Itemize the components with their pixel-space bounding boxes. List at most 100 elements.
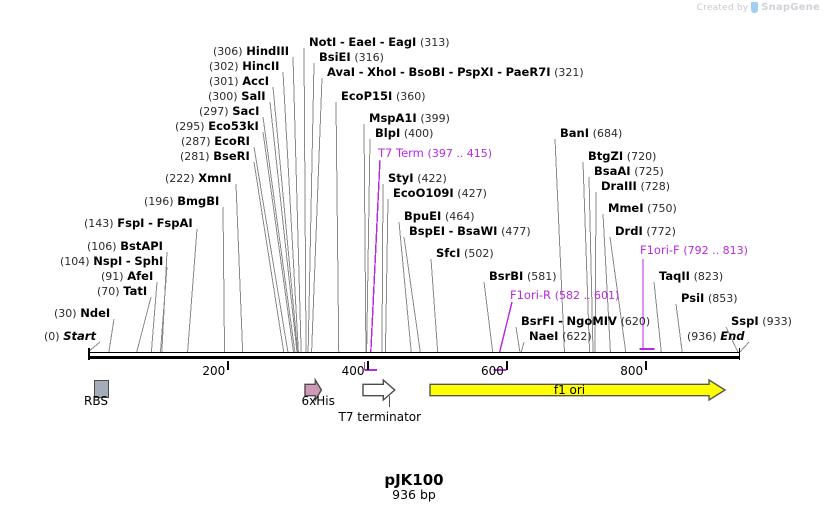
enzyme-site-label: BsiEI (316) xyxy=(319,51,384,64)
enzyme-site-label: (91) AfeI xyxy=(101,270,153,283)
ruler-tick xyxy=(227,361,230,370)
feature-6xhis[interactable] xyxy=(304,377,323,403)
site-position: (281) xyxy=(180,150,210,163)
annotation-name: T7 Term xyxy=(378,146,424,160)
site-position: (728) xyxy=(640,180,671,193)
enzyme-name: TatI xyxy=(123,284,148,298)
enzyme-name: XhoI xyxy=(367,65,397,79)
enzyme-name: BpuEI xyxy=(404,209,442,223)
enzyme-site-label: (297) SacI xyxy=(199,105,259,118)
enzyme-name: EagI xyxy=(388,35,417,49)
enzyme-name: BlpI xyxy=(375,126,401,140)
site-position: (30) xyxy=(54,307,77,320)
enzyme-name: EcoRI xyxy=(214,134,250,148)
sequence-backbone xyxy=(88,356,740,359)
snapgene-logo-icon xyxy=(751,2,759,13)
enzyme-name: SalI xyxy=(241,89,266,103)
enzyme-site-label: BlpI (400) xyxy=(375,127,433,140)
site-position: (313) xyxy=(420,36,450,49)
feature-f1-ori[interactable] xyxy=(429,378,727,403)
site-position: (422) xyxy=(417,172,447,185)
feature-t7-terminator[interactable] xyxy=(362,378,397,403)
enzyme-name: AvaI xyxy=(327,65,356,79)
ruler-tick xyxy=(505,361,508,370)
ruler-tick-label: 200 xyxy=(202,364,226,378)
enzyme-name: SphI xyxy=(134,254,164,268)
enzyme-name: MspA1I xyxy=(369,111,417,125)
enzyme-name: SspI xyxy=(731,314,759,328)
site-position: (300) xyxy=(208,90,238,103)
terminal-name: Start xyxy=(63,329,96,343)
annotation-range: (792 .. 813) xyxy=(683,244,748,257)
enzyme-site-label: BanI (684) xyxy=(560,127,622,140)
enzyme-name: PsiI xyxy=(681,291,705,305)
enzyme-site-label: BsrBI (581) xyxy=(489,270,557,283)
enzyme-name: SfcI xyxy=(436,246,461,260)
enzyme-site-label: BpuEI (464) xyxy=(404,210,475,223)
enzyme-name: NaeI xyxy=(529,329,559,343)
enzyme-name: BsoBI xyxy=(408,65,446,79)
feature-connector xyxy=(389,396,390,407)
enzyme-name: EaeI xyxy=(348,35,377,49)
site-position: (622) xyxy=(562,330,592,343)
enzyme-name: NotI xyxy=(309,35,337,49)
enzyme-site-label: BspEI - BsaWI (477) xyxy=(409,224,531,238)
enzyme-site-label: (302) HincII xyxy=(209,60,279,73)
enzyme-name: BsrBI xyxy=(489,269,524,283)
enzyme-site-label: (300) SalI xyxy=(208,90,266,103)
enzyme-site-label: BsrFI - NgoMIV (620) xyxy=(521,314,651,328)
enzyme-site-label: (287) EcoRI xyxy=(181,135,250,148)
enzyme-name: DraIII xyxy=(601,179,637,193)
site-position: (684) xyxy=(592,127,623,140)
ruler-tick xyxy=(366,361,369,370)
site-position: (725) xyxy=(634,165,664,178)
enzyme-name: BsiEI xyxy=(319,50,351,64)
enzyme-name: HindIII xyxy=(246,44,290,58)
annotation-name: F1ori-R xyxy=(510,288,552,302)
enzyme-name: BtgZI xyxy=(588,149,624,163)
ruler-tick-label: 600 xyxy=(480,364,504,378)
enzyme-site-label: BsaAI (725) xyxy=(594,165,664,178)
site-position: (772) xyxy=(646,225,676,238)
annotation-label: F1ori-F (792 .. 813) xyxy=(640,244,748,257)
enzyme-name: NgoMIV xyxy=(566,314,617,328)
enzyme-name: SacI xyxy=(232,104,260,118)
snapgene-watermark: Created by SnapGene xyxy=(697,2,820,13)
site-position: (399) xyxy=(420,112,450,125)
site-position: (287) xyxy=(181,135,211,148)
terminal-label: (0) Start xyxy=(44,330,96,343)
enzyme-site-label: DrdI (772) xyxy=(615,225,676,238)
feature-rbs[interactable] xyxy=(93,380,109,398)
enzyme-name: BmgBI xyxy=(177,194,220,208)
terminal-name: End xyxy=(720,329,745,343)
annotation-label: F1ori-R (582 .. 601) xyxy=(510,289,619,302)
enzyme-site-label: PsiI (853) xyxy=(681,292,738,305)
site-position: (502) xyxy=(464,247,494,260)
enzyme-site-label: EcoP15I (360) xyxy=(341,90,426,103)
enzyme-site-label: SfcI (502) xyxy=(436,247,494,260)
site-position: (196) xyxy=(144,195,174,208)
enzyme-site-label: (301) AccI xyxy=(209,75,269,88)
site-position: (464) xyxy=(444,210,475,223)
site-position: (316) xyxy=(354,51,384,64)
terminal-position: (936) xyxy=(687,330,717,343)
enzyme-name: TaqII xyxy=(659,269,690,283)
enzyme-site-label: AvaI - XhoI - BsoBI - PspXI - PaeR7I (32… xyxy=(327,65,584,79)
enzyme-site-label: (106) BstAPI xyxy=(87,240,163,253)
enzyme-site-label: TaqII (823) xyxy=(659,270,723,283)
site-position: (750) xyxy=(647,202,677,215)
plasmid-length: 936 bp xyxy=(392,487,436,502)
site-position: (301) xyxy=(209,75,239,88)
enzyme-name: BsaAI xyxy=(594,164,631,178)
enzyme-name: StyI xyxy=(388,171,414,185)
enzyme-name: XmnI xyxy=(198,171,232,185)
annotation-range: (582 .. 601) xyxy=(554,289,620,302)
enzyme-name: BstAPI xyxy=(120,239,163,253)
terminal-position: (0) xyxy=(44,330,60,343)
enzyme-name: EcoO109I xyxy=(393,186,454,200)
site-position: (104) xyxy=(60,255,90,268)
annotation-range: (397 .. 415) xyxy=(427,147,493,160)
page-title: pJK100 xyxy=(384,471,444,489)
sequence-backbone-thin xyxy=(88,352,740,353)
